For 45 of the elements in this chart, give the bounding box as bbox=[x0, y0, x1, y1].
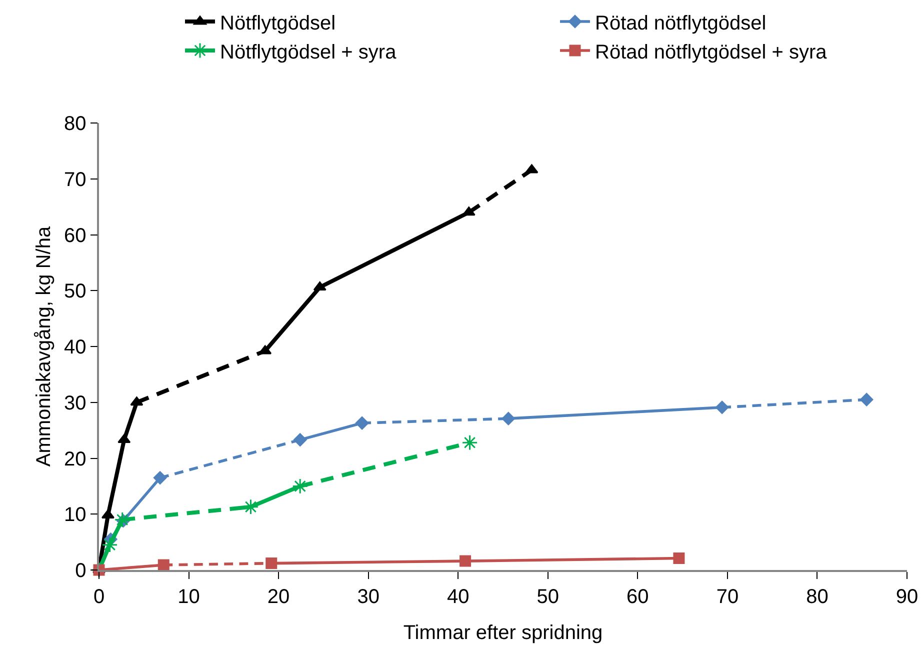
legend-label: Nötflytgödsel + syra bbox=[220, 41, 398, 64]
y-tick-label: 60 bbox=[64, 224, 86, 247]
point bbox=[525, 164, 538, 174]
point bbox=[102, 536, 118, 553]
y-tick-label: 50 bbox=[64, 280, 86, 303]
x-tick-label: 50 bbox=[536, 586, 560, 608]
y-tick-label: 30 bbox=[64, 392, 86, 414]
legend-label: Rötad nötflytgödsel bbox=[595, 12, 766, 34]
point bbox=[313, 282, 326, 291]
x-tick-label: 70 bbox=[716, 586, 739, 608]
x-tick-label: 40 bbox=[446, 586, 470, 608]
point bbox=[462, 206, 476, 216]
y-axis-title: Ammoniakavgång, kg N/ha bbox=[33, 226, 55, 467]
x-tick-label: 0 bbox=[93, 586, 105, 608]
legend-label: Rötad nötflytgödsel + syra bbox=[595, 41, 828, 64]
point bbox=[860, 392, 874, 406]
point bbox=[101, 509, 114, 518]
y-tick-label: 70 bbox=[64, 168, 86, 191]
point bbox=[460, 555, 472, 567]
point bbox=[118, 434, 131, 444]
y-tick-label: 40 bbox=[64, 336, 86, 358]
y-tick-label: 80 bbox=[64, 113, 86, 135]
point bbox=[258, 345, 272, 354]
point bbox=[266, 558, 278, 570]
point bbox=[355, 416, 369, 430]
x-tick-label: 80 bbox=[806, 586, 828, 608]
x-tick-label: 20 bbox=[267, 586, 290, 608]
point bbox=[462, 434, 478, 451]
x-tick-label: 60 bbox=[626, 586, 649, 608]
y-tick-label: 10 bbox=[64, 504, 86, 526]
point bbox=[292, 478, 308, 494]
x-tick-label: 30 bbox=[357, 586, 380, 608]
point bbox=[502, 412, 515, 426]
point bbox=[294, 433, 307, 446]
point bbox=[715, 400, 729, 414]
legend-label: Nötflytgödsel bbox=[220, 12, 336, 34]
point bbox=[130, 396, 144, 406]
x-tick-label: 10 bbox=[178, 586, 200, 608]
point bbox=[158, 559, 170, 571]
y-tick-label: 20 bbox=[64, 448, 86, 470]
y-tick-label: 0 bbox=[75, 560, 86, 582]
point bbox=[673, 552, 685, 564]
point bbox=[153, 471, 167, 484]
x-axis-title: Timmar efter spridning bbox=[403, 622, 603, 644]
x-tick-label: 90 bbox=[896, 586, 918, 608]
